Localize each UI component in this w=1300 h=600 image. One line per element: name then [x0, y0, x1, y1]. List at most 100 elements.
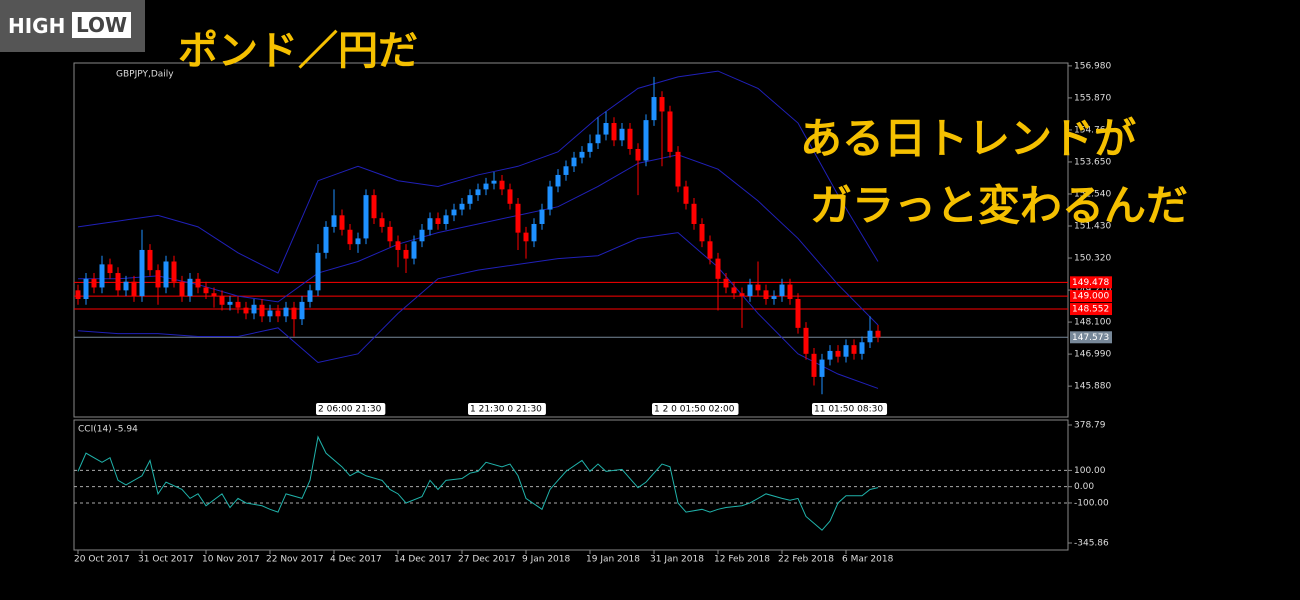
x-tick-label: 27 Dec 2017 — [458, 555, 516, 565]
y-tick-label: 151.430 — [1074, 222, 1111, 232]
candle-body — [179, 281, 185, 297]
candle-body — [619, 128, 625, 141]
chart-title: GBPJPY,Daily — [116, 70, 174, 80]
candle-body — [683, 186, 689, 204]
candle-body — [739, 293, 745, 297]
candle-body — [827, 350, 833, 360]
x-tick-label: 22 Nov 2017 — [266, 555, 324, 565]
candle-body — [555, 174, 561, 187]
candle-body — [75, 290, 81, 299]
candle-body — [163, 261, 169, 288]
candle-body — [523, 232, 529, 242]
candle-body — [187, 278, 193, 297]
x-tick-label: 6 Mar 2018 — [842, 555, 894, 565]
level-tag — [1070, 303, 1112, 316]
candle-body — [243, 307, 249, 314]
candle-body — [651, 97, 657, 121]
candle-body — [675, 151, 681, 187]
candle-body — [259, 304, 265, 317]
level-tag — [1070, 276, 1112, 289]
candle-body — [83, 278, 89, 299]
candle-body — [283, 307, 289, 317]
candle-body — [579, 151, 585, 158]
candle-body — [443, 215, 449, 224]
level-label: 149.478 — [1072, 278, 1109, 288]
candle-body — [107, 264, 113, 274]
candle-body — [483, 183, 489, 190]
x-tick-label: 20 Oct 2017 — [74, 555, 130, 565]
x-tick-label: 22 Feb 2018 — [778, 555, 834, 565]
candle-body — [427, 218, 433, 230]
x-tick-label: 19 Jan 2018 — [586, 555, 640, 565]
candle-body — [715, 258, 721, 279]
caption: ガラっと変わるんだ — [810, 181, 1189, 230]
y-tick-label: 146.990 — [1074, 350, 1111, 360]
y-tick-label: 153.650 — [1074, 157, 1111, 167]
caption: ある日トレンドが — [800, 114, 1137, 163]
candle-body — [251, 304, 257, 314]
candle-body — [387, 226, 393, 242]
candle-body — [355, 238, 361, 245]
y-tick-label: 154.760 — [1074, 125, 1111, 135]
price-panel — [73, 62, 1069, 418]
candle-body — [155, 270, 161, 288]
candle-body — [379, 218, 385, 227]
candle-body — [627, 128, 633, 149]
x-tick-label: 12 Feb 2018 — [714, 555, 770, 565]
y-tick-label: 152.540 — [1074, 189, 1111, 199]
candle-body — [747, 284, 753, 297]
y-tick-label: -345.86 — [1074, 539, 1109, 549]
candle-body — [307, 290, 313, 302]
y-tick-label: 0.00 — [1074, 482, 1094, 492]
candle-body — [451, 209, 457, 216]
candle-body — [147, 249, 153, 271]
candle-body — [843, 345, 849, 357]
candle-body — [707, 241, 713, 259]
event-label: 2 06:00 21:30 — [318, 405, 382, 415]
candle-body — [771, 296, 777, 299]
candle-body — [363, 195, 369, 239]
candle-body — [419, 229, 425, 242]
candle-body — [331, 215, 337, 227]
event-label: 1 2 0 01:50 02:00 — [654, 405, 735, 415]
candle-body — [267, 310, 273, 317]
candle-body — [779, 284, 785, 297]
y-tick-label: 155.870 — [1074, 93, 1111, 103]
level-tag — [1070, 331, 1112, 344]
candle-body — [699, 223, 705, 242]
candle-body — [131, 281, 137, 297]
logo-text: LOW — [72, 12, 132, 38]
candle-body — [811, 353, 817, 377]
event-label: 1 21:30 0 21:30 — [470, 405, 542, 415]
candle-body — [787, 284, 793, 299]
candle-body — [139, 249, 145, 297]
band-line — [78, 154, 879, 326]
candle-body — [859, 342, 865, 354]
y-tick-label: 150.320 — [1074, 254, 1111, 264]
candle-body — [531, 223, 537, 242]
candle-body — [659, 97, 665, 112]
candle-body — [435, 218, 441, 224]
y-tick-label: 145.880 — [1074, 382, 1111, 392]
candle-body — [691, 203, 697, 224]
candle-body — [171, 261, 177, 282]
candle-body — [875, 330, 881, 338]
candle-body — [203, 287, 209, 294]
candle-body — [115, 273, 121, 291]
band-line — [77, 232, 879, 389]
candle-body — [99, 264, 105, 288]
candle-body — [667, 111, 673, 152]
level-label: 147.573 — [1072, 333, 1109, 343]
candle-body — [547, 186, 553, 210]
cci-panel — [73, 419, 1069, 551]
candle-body — [611, 123, 617, 141]
y-tick-label: 100.00 — [1074, 466, 1106, 476]
candle-body — [763, 290, 769, 299]
candle-body — [291, 307, 297, 320]
candle-body — [603, 123, 609, 135]
candle-body — [795, 299, 801, 328]
y-tick-label: 148.100 — [1074, 318, 1111, 328]
candle-body — [91, 278, 97, 288]
candle-body — [315, 252, 321, 291]
candle-body — [123, 281, 129, 291]
